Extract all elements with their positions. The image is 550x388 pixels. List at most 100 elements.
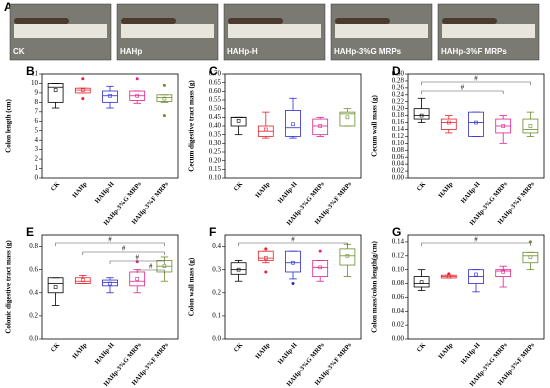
y-tick-label: 9 [35,89,39,97]
significance-bracket [82,251,165,255]
x-tick-label: HAHp [254,341,271,360]
box [230,116,247,127]
outlier [81,77,85,81]
y-tick-label: 0.40 [209,122,222,130]
y-tick-label: 0.0 [212,335,221,343]
y-tick-label: 0.10 [209,174,222,182]
box [440,118,457,130]
y-tick-label: 0.02 [392,321,405,329]
mean-marker [162,96,167,101]
y-tick-label: 0.25 [209,148,222,156]
y-tick-label: 0.08 [392,146,405,154]
photo-label: HAHp [120,47,142,56]
plot-frame [407,73,545,179]
y-tick-label: 6 [35,117,39,125]
panel-label: A [4,0,13,14]
y-tick-label: 8 [35,98,39,106]
y-tick-label: 10 [31,79,39,87]
box [468,111,484,137]
specimen [442,18,497,24]
y-axis-title: Cecum digestive tract mass (g) [188,80,196,172]
box [47,83,64,103]
y-tick-label: 7 [35,107,39,115]
mean-marker [419,113,424,118]
ruler [121,24,214,38]
significance-bracket [421,90,504,94]
photo-label: HAHp-H [227,47,258,56]
mean-marker [108,281,112,286]
box [339,248,356,266]
y-tick-label: 4 [35,136,39,144]
mean-marker [474,272,478,277]
x-tick-label: HAHp [437,341,454,360]
y-axis-title: Colon length (cm) [5,99,13,153]
box [102,90,118,103]
mean-marker [236,119,241,123]
mean-marker [53,285,58,289]
y-tick-label: 1 [35,164,39,172]
y-tick-label: 0.30 [392,70,405,78]
y-axis-title: Colon wall mass (g) [188,257,196,316]
significance-mark: # [149,263,153,271]
specimen [228,18,283,24]
y-tick-label: 0.30 [209,139,222,147]
box [339,111,356,127]
y-tick-label: 0.4 [29,288,38,296]
photo-label: HAHp-3%G MRPs [334,47,402,56]
y-tick-label: 0.12 [392,132,405,140]
y-tick-label: 0.20 [392,104,405,112]
photo-label: HAHp-3%F MRPs [441,47,507,56]
box [285,110,301,137]
y-tick-label: 0.16 [392,118,405,126]
outlier [528,240,532,244]
outlier [264,270,268,274]
ruler [14,24,107,38]
ruler [335,24,428,38]
y-tick-label: 0.60 [209,87,222,95]
y-tick-label: 0.8 [29,242,38,250]
box [312,118,329,136]
box [47,277,64,294]
y-tick-label: 0.4 [212,242,221,250]
x-tick-label: HAHp-H [277,342,299,366]
y-tick-label: 0.14 [392,238,405,246]
x-tick-label: CK [50,342,62,354]
mean-marker [291,260,295,265]
mean-marker [345,254,350,258]
box [522,118,539,134]
significance-mark: # [135,254,139,262]
y-tick-label: 0 [35,174,39,182]
y-tick-label: 0.65 [209,78,222,86]
y-tick-label: 0.10 [392,265,405,273]
significance-bracket [421,81,531,85]
significance-mark: # [461,84,465,92]
mean-marker [528,124,533,128]
box [413,276,430,288]
mean-marker [81,88,85,92]
y-tick-label: 0.18 [392,111,405,119]
outlier [162,83,166,87]
significance-bracket [109,260,165,264]
y-tick-label: 3 [35,145,39,153]
y-tick-label: 0.45 [209,113,222,121]
y-tick-label: 0.04 [392,307,405,315]
y-tick-label: 0.26 [392,83,405,91]
specimen [121,18,176,24]
y-tick-label: 0.20 [209,156,222,164]
box [230,262,247,275]
panel-label: G [392,225,401,239]
mean-marker [318,265,323,270]
y-tick-label: 0.2 [212,288,221,296]
mean-marker [135,93,139,98]
box [312,260,329,277]
x-tick-label: CK [416,342,428,354]
y-tick-label: 0.10 [392,139,405,147]
panel-label: B [26,64,35,78]
x-tick-label: HAHp-H [277,181,299,205]
significance-mark: # [474,75,478,83]
box [156,94,173,102]
plot-frame [41,73,179,179]
significance-bracket [136,269,165,273]
y-tick-label: 0.1 [212,311,221,319]
